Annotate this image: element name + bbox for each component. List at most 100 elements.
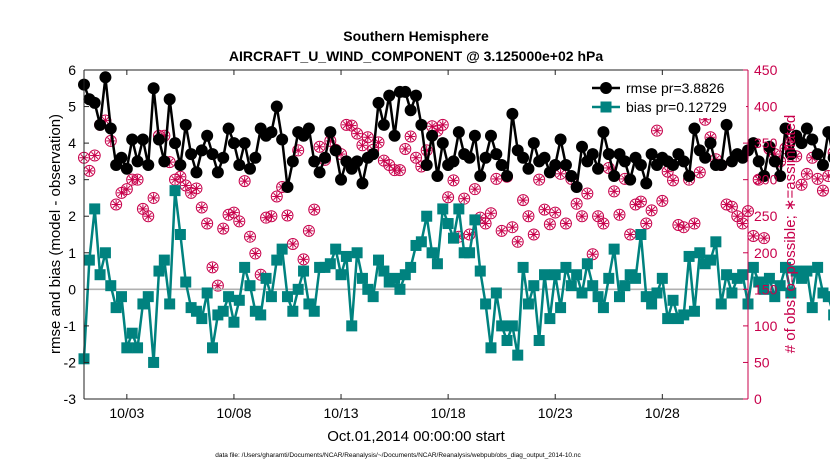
y-tick-label: 5: [68, 99, 76, 115]
rmse-point: [233, 159, 246, 172]
obs-assimilated-point: [197, 202, 207, 213]
obs-assimilated-point: [90, 150, 100, 161]
rmse-point: [308, 155, 321, 168]
bias-point: [710, 236, 722, 248]
bias-point: [501, 335, 513, 347]
bias-point: [233, 294, 245, 306]
bias-point: [549, 269, 561, 281]
bias-point: [405, 261, 417, 273]
rmse-point: [313, 166, 326, 179]
obs-assimilated-point: [759, 233, 769, 243]
rmse-point: [318, 151, 331, 164]
rmse-point: [420, 159, 433, 172]
obs-possible-point: [131, 173, 144, 186]
bias-point: [667, 294, 679, 306]
obs-possible-point: [484, 207, 497, 220]
rmse-point: [688, 122, 701, 135]
rmse-point: [618, 155, 631, 168]
bias-point: [517, 261, 529, 273]
y-tick-label: 3: [68, 172, 76, 188]
bias-point: [83, 254, 95, 266]
legend-bias-label: bias pr=0.12729: [626, 99, 727, 115]
obs-possible-point: [816, 184, 829, 197]
obs-assimilated-point: [813, 174, 823, 184]
bias-point: [431, 258, 443, 270]
obs-assimilated-point: [143, 211, 153, 221]
obs-possible-point: [436, 118, 449, 131]
obs-possible-point: [758, 232, 771, 245]
rmse-point: [104, 122, 117, 135]
obs-possible-point: [613, 208, 626, 221]
rmse-point: [179, 118, 192, 131]
obs-possible-point: [244, 230, 256, 243]
bias-point: [121, 342, 133, 354]
bias-point: [828, 309, 830, 321]
obs-possible-point: [308, 203, 321, 216]
obs-assimilated-point: [727, 202, 737, 212]
obs-assimilated-point: [347, 120, 357, 131]
obs-assimilated-point: [796, 180, 807, 190]
x-tick-label: 10/13: [324, 405, 359, 421]
obs-assimilated-point: [507, 222, 517, 232]
rmse-point: [667, 159, 680, 172]
bias-point: [613, 291, 625, 303]
obs-possible-point: [517, 194, 530, 207]
obs-possible-point: [211, 279, 224, 292]
rmse-point: [426, 129, 439, 142]
obs-possible-point: [195, 201, 208, 214]
bias-point: [281, 291, 293, 303]
rmse-point: [244, 162, 256, 175]
obs-possible-point: [217, 222, 230, 235]
obs-possible-point: [120, 183, 133, 196]
rmse-point: [811, 148, 824, 161]
bias-point: [207, 342, 219, 354]
obs-assimilated-point: [802, 169, 812, 179]
obs-possible-point: [142, 210, 155, 223]
bias-point: [442, 218, 454, 230]
bias-point: [239, 261, 251, 273]
bias-point: [512, 349, 524, 361]
data-file-footnote: data file: /Users/gharamti/Documents/NCA…: [215, 452, 581, 459]
bias-point: [726, 287, 738, 299]
obs-assimilated-point: [823, 171, 830, 181]
obs-assimilated-point: [668, 175, 678, 185]
rmse-point: [410, 89, 422, 102]
series-layer: [78, 71, 830, 368]
rmse-point: [608, 170, 621, 183]
axes-layer: -3 -2 -1 0 1 2 3 4 5 6 0 50 100 150 200 250 300 350 400 450…: [64, 62, 778, 421]
rmse-point: [447, 155, 460, 168]
rmse-point: [634, 159, 647, 172]
rmse-point: [490, 148, 503, 161]
bias-point: [271, 254, 283, 266]
bias-point: [646, 298, 658, 310]
obs-assimilated-point: [234, 216, 244, 226]
obs-possible-point: [399, 142, 412, 155]
obs-assimilated-point: [748, 231, 758, 241]
obs-assimilated-point: [122, 184, 132, 194]
y-tick-label: -2: [64, 354, 77, 370]
bias-point: [469, 214, 481, 226]
bias-point: [533, 335, 545, 347]
obs-assimilated-point: [647, 205, 657, 215]
obs-assimilated-point: [582, 188, 592, 199]
obs-assimilated-point: [491, 174, 501, 184]
bias-point: [796, 272, 808, 284]
rmse-point: [383, 89, 396, 102]
bias-point: [153, 265, 165, 277]
bias-point: [544, 313, 556, 325]
obs-assimilated-point: [636, 197, 646, 207]
obs-assimilated-point: [534, 175, 544, 185]
bias-point: [132, 342, 144, 354]
obs-assimilated-point: [641, 218, 651, 229]
obs-assimilated-point: [309, 205, 319, 215]
rmse-point: [463, 151, 476, 164]
bias-point: [812, 261, 824, 273]
bias-point: [426, 247, 438, 259]
obs-assimilated-point: [625, 229, 635, 240]
bias-point: [148, 356, 160, 368]
obs-assimilated-point: [550, 207, 560, 218]
bias-point: [506, 320, 518, 332]
bias-point: [779, 261, 791, 273]
rmse-point: [227, 137, 240, 150]
rmse-point: [356, 177, 369, 190]
